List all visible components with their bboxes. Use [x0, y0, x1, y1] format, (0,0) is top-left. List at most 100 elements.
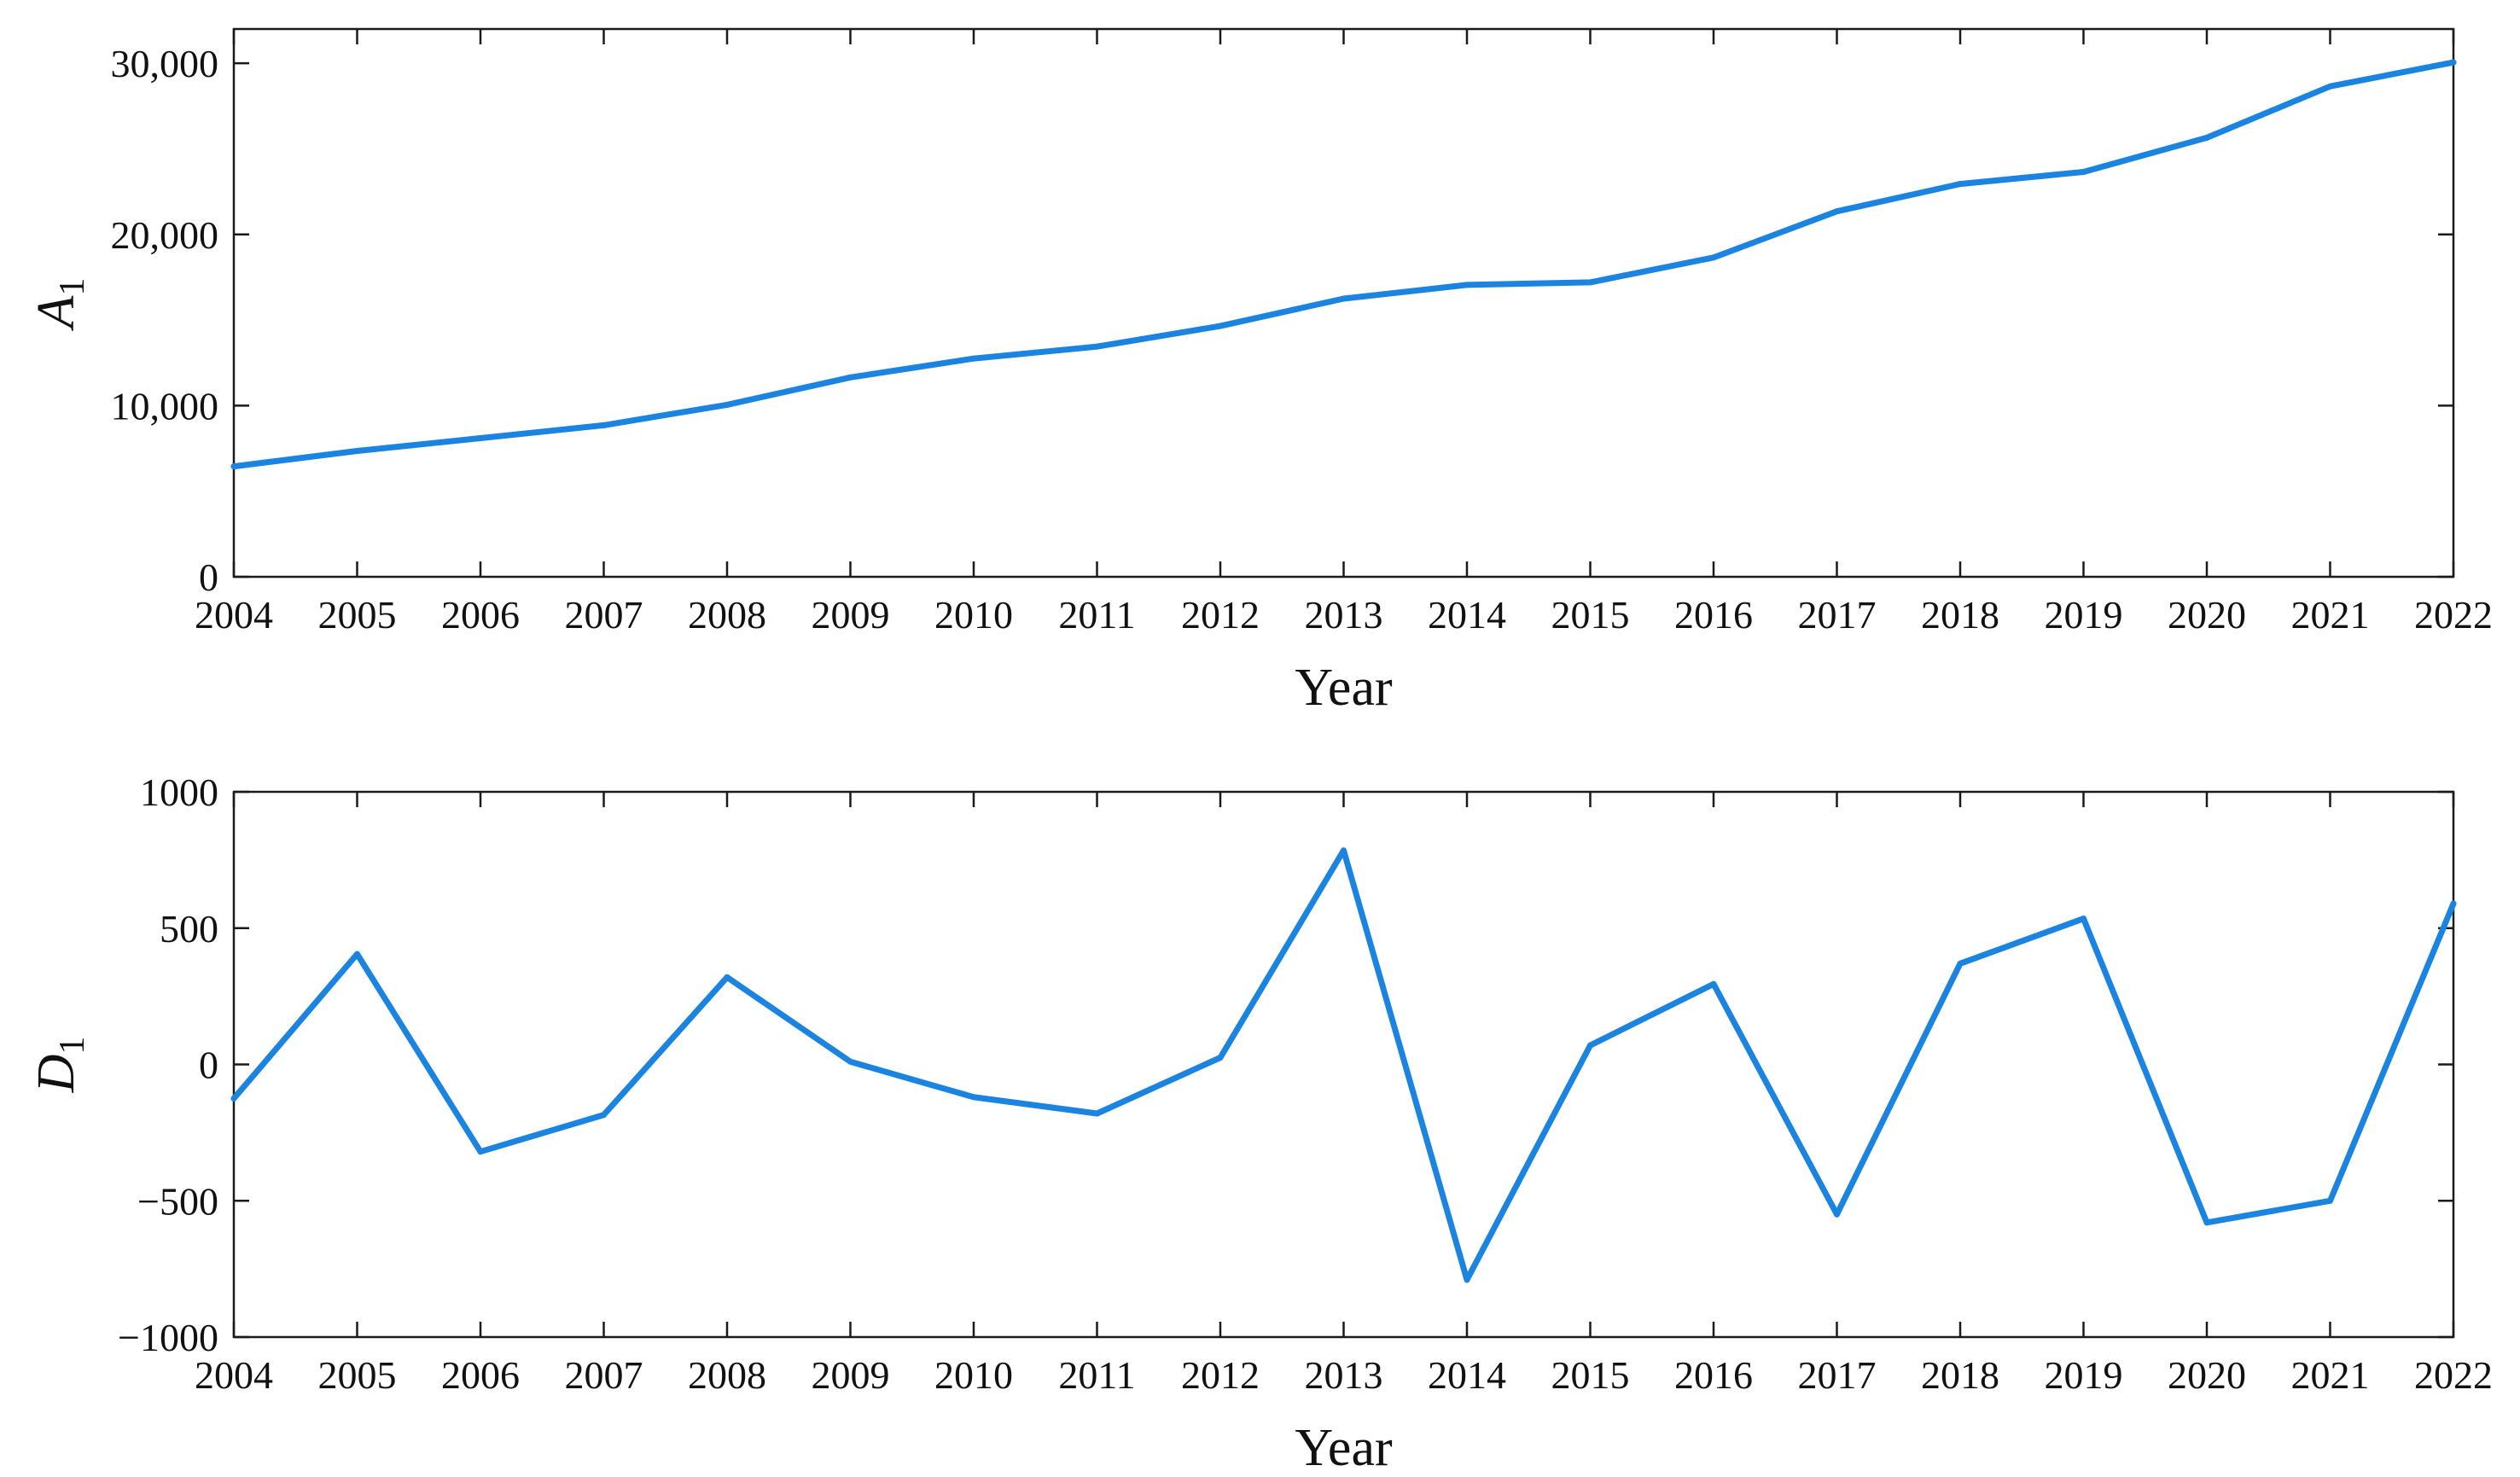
y-tick-label: −500	[137, 1179, 218, 1223]
data-point	[724, 974, 730, 980]
x-tick-label: 2015	[1551, 1353, 1630, 1397]
x-tick-label: 2019	[2045, 1353, 2123, 1397]
data-point	[1957, 181, 1964, 188]
data-point	[230, 1095, 237, 1102]
x-tick-label: 2015	[1551, 593, 1630, 637]
x-tick-label: 2007	[565, 593, 643, 637]
data-point	[1464, 282, 1470, 288]
y-axis-title-subscript: 1	[53, 1037, 92, 1055]
x-axis-title: Year	[1295, 1419, 1393, 1477]
data-point	[1341, 847, 1347, 854]
plot-frame	[232, 790, 2455, 1339]
x-tick-label: 2010	[934, 593, 1013, 637]
x-tick-label: 2018	[1921, 593, 1999, 637]
data-point	[1094, 343, 1100, 350]
data-point	[1464, 1276, 1470, 1283]
data-point	[2327, 1197, 2333, 1204]
x-tick-label: 2016	[1674, 1353, 1753, 1397]
x-tick-label: 2020	[2168, 593, 2246, 637]
x-tick-label: 2006	[441, 1353, 520, 1397]
x-tick-label: 2005	[318, 1353, 397, 1397]
data-point	[230, 463, 237, 470]
data-point	[970, 355, 977, 362]
x-tick-label: 2011	[1058, 593, 1135, 637]
data-point	[1341, 295, 1347, 302]
data-point	[1710, 254, 1717, 261]
data-point	[1587, 279, 1593, 286]
y-tick-label: 10,000	[111, 384, 219, 427]
x-tick-label: 2004	[195, 593, 273, 637]
x-tick-label: 2008	[688, 1353, 766, 1397]
x-tick-label: 2008	[688, 593, 766, 637]
x-tick-label: 2005	[318, 593, 397, 637]
x-tick-label: 2021	[2291, 593, 2370, 637]
data-point	[354, 448, 360, 455]
data-point	[1834, 208, 1840, 215]
x-tick-label: 2004	[195, 1353, 273, 1397]
x-tick-label: 2007	[565, 1353, 643, 1397]
data-point	[2450, 900, 2457, 907]
x-tick-label: 2009	[812, 593, 890, 637]
y-axis-title-subscript: 1	[53, 278, 92, 296]
y-axis-title: A1	[27, 278, 92, 332]
data-point	[2327, 83, 2333, 90]
data-point	[2081, 916, 2086, 922]
x-tick-label: 2022	[2414, 1353, 2493, 1397]
data-point	[1834, 1211, 1840, 1218]
x-tick-label: 2012	[1181, 1353, 1260, 1397]
data-point	[601, 422, 607, 428]
x-tick-label: 2020	[2168, 1353, 2246, 1397]
x-tick-label: 2017	[1798, 1353, 1877, 1397]
x-tick-label: 2013	[1305, 593, 1383, 637]
data-point	[354, 951, 360, 957]
y-tick-label: 500	[160, 907, 218, 951]
x-tick-label: 2013	[1305, 1353, 1383, 1397]
data-point	[1217, 323, 1224, 329]
data-point	[2203, 1219, 2210, 1226]
data-point	[724, 401, 730, 408]
y-tick-label: 30,000	[111, 42, 219, 85]
x-tick-label: 2014	[1428, 1353, 1506, 1397]
y-axis-title-letter: D	[27, 1055, 85, 1094]
x-tick-label: 2016	[1674, 593, 1753, 637]
data-point	[1710, 980, 1717, 987]
x-tick-label: 2006	[441, 593, 520, 637]
data-point	[847, 1058, 853, 1065]
x-tick-label: 2010	[934, 1353, 1013, 1397]
x-tick-label: 2021	[2291, 1353, 2370, 1397]
x-tick-label: 2018	[1921, 1353, 1999, 1397]
chart-panel-a1: 2004 2005 2006 2007 2008 2009 2010 2011 2012 2013…	[27, 27, 2493, 717]
x-tick-label: 2019	[2045, 593, 2123, 637]
y-tick-label: 0	[199, 1044, 218, 1087]
data-point	[477, 1148, 484, 1155]
x-tick-label: 2014	[1428, 593, 1506, 637]
plot-frame	[232, 27, 2455, 579]
x-tick-label: 2022	[2414, 593, 2493, 637]
y-tick-label: 1000	[140, 770, 218, 814]
x-tick-label: 2009	[812, 1353, 890, 1397]
y-tick-label: −1000	[118, 1316, 218, 1359]
data-point	[970, 1094, 977, 1101]
data-point	[477, 434, 484, 441]
data-point	[601, 1112, 607, 1119]
x-tick-label: 2011	[1058, 1353, 1135, 1397]
data-point	[1587, 1042, 1593, 1049]
y-axis-title: D1	[27, 1037, 92, 1094]
series-line-0	[230, 59, 2457, 470]
data-point	[2081, 169, 2086, 176]
data-point	[1957, 960, 1964, 967]
data-point	[2450, 59, 2457, 66]
x-axis-title: Year	[1295, 659, 1393, 717]
series-line-0	[230, 847, 2457, 1283]
data-point	[1094, 1110, 1100, 1117]
data-point	[2203, 134, 2210, 141]
x-tick-label: 2017	[1798, 593, 1877, 637]
chart-panel-d1: 2004 2005 2006 2007 2008 2009 2010 2011 2012 2013…	[27, 770, 2493, 1477]
y-axis-title-letter: A	[27, 294, 85, 331]
y-tick-label: 0	[199, 555, 218, 599]
data-point	[847, 374, 853, 381]
data-point	[1217, 1055, 1224, 1061]
y-tick-label: 20,000	[111, 213, 219, 257]
x-tick-label: 2012	[1181, 593, 1260, 637]
